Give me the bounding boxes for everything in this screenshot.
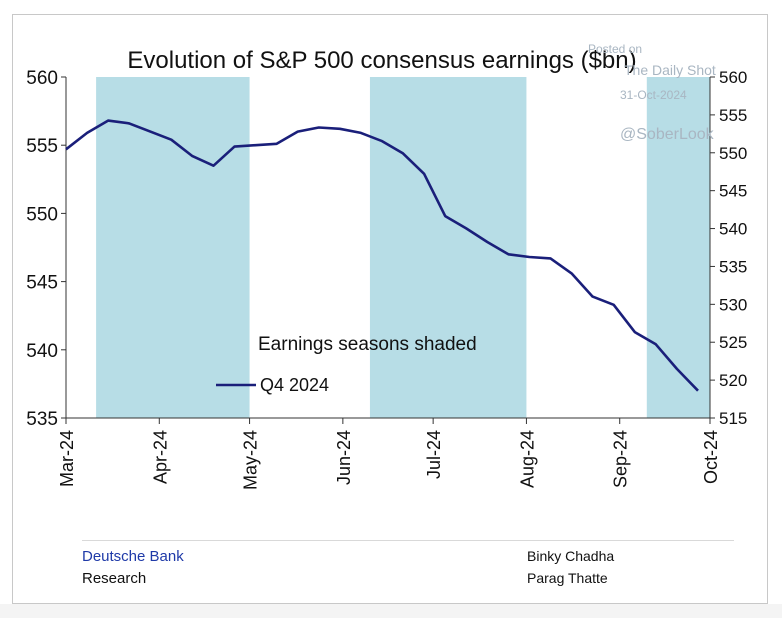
x-tick-label: Mar-24	[57, 430, 77, 487]
earnings-season-band-2	[369, 77, 527, 418]
x-tick-label: Jul-24	[424, 430, 444, 479]
left-y-tick-label: 545	[26, 273, 58, 294]
bottom-strip	[0, 604, 782, 618]
x-tick-label: Oct-24	[701, 430, 721, 484]
footer-divider	[82, 540, 734, 541]
earnings-season-band-1	[96, 77, 250, 418]
right-y-tick-label: 515	[719, 409, 747, 428]
x-tick-label: Apr-24	[150, 430, 170, 484]
x-tick-label: Jun-24	[334, 430, 354, 485]
x-tick-label: Aug-24	[517, 430, 537, 488]
earnings-season-band-3	[646, 77, 710, 418]
right-y-tick-label: 555	[719, 106, 747, 125]
right-y-tick-label: 540	[719, 220, 747, 239]
right-y-tick-label: 525	[719, 333, 747, 352]
right-y-tick-label: 550	[719, 144, 747, 163]
footer-author-1: Binky Chadha	[527, 548, 615, 564]
watermark-date: 31-Oct-2024	[620, 88, 687, 102]
watermark-posted-on: Posted on	[588, 42, 643, 56]
legend-label: Q4 2024	[260, 375, 329, 395]
shading-annotation: Earnings seasons shaded	[258, 334, 477, 355]
footer-division: Research	[82, 570, 147, 587]
x-tick-label: May-24	[241, 430, 261, 490]
right-y-tick-label: 530	[719, 295, 747, 314]
right-y-tick-label: 545	[719, 182, 747, 201]
right-y-tick-label: 560	[719, 68, 747, 87]
right-y-tick-label: 535	[719, 257, 747, 276]
series-line-1	[65, 119, 699, 392]
left-y-tick-label: 550	[26, 204, 58, 225]
left-y-tick-label: 560	[26, 68, 58, 89]
right-y-tick-label: 520	[719, 371, 747, 390]
chart-title: Evolution of S&P 500 consensus earnings …	[127, 47, 636, 74]
left-y-tick-label: 535	[26, 409, 58, 430]
watermark-handle: @SoberLook	[620, 126, 714, 143]
watermark-site-name: The Daily Shot	[624, 62, 716, 78]
left-y-tick-label: 555	[26, 136, 58, 157]
footer-author-2: Parag Thatte	[527, 570, 608, 586]
x-tick-label: Sep-24	[611, 430, 631, 488]
footer-bank-name: Deutsche Bank	[82, 548, 184, 565]
left-y-tick-label: 540	[26, 341, 58, 362]
